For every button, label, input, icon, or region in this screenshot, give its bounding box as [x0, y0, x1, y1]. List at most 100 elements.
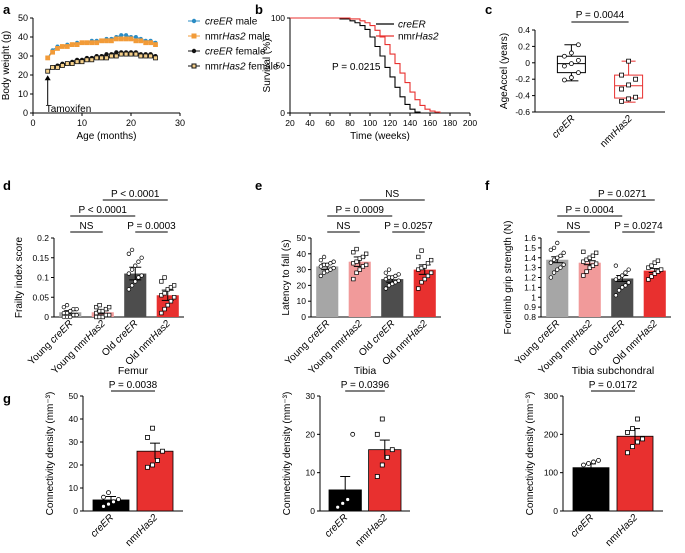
panel-title: Femur: [118, 365, 149, 377]
y-tick-label: -0.4: [515, 91, 530, 101]
data-point: [354, 259, 359, 264]
y-tick-label: 0.05: [32, 292, 49, 302]
data-point: [619, 98, 624, 104]
panel-title: Tibia subchondral: [572, 365, 655, 377]
y-tick-label: 1.1: [524, 282, 536, 292]
data-point: [94, 55, 100, 61]
data-point: [626, 267, 631, 272]
y-tick-label: 1.4: [524, 253, 536, 263]
data-point: [383, 270, 389, 275]
legend-marker: [191, 33, 197, 39]
data-point: [74, 42, 80, 47]
data-point: [551, 245, 557, 251]
data-point: [74, 59, 80, 65]
x-tick-label: 0: [30, 118, 35, 128]
data-point: [613, 293, 618, 298]
data-point: [630, 444, 635, 450]
data-point: [558, 253, 563, 258]
y-tick-label: 30: [18, 51, 28, 61]
data-point: [384, 454, 390, 460]
data-point: [335, 504, 341, 510]
y-tick-label: -0.2: [515, 74, 530, 84]
bar: [546, 259, 569, 317]
y-axis-label: Frailty index score: [14, 236, 25, 318]
data-point: [128, 51, 134, 57]
series-nmrHas2-female: [45, 51, 158, 74]
data-point: [113, 53, 119, 59]
data-point: [124, 33, 129, 38]
y-tick-label: 0.1: [37, 273, 49, 283]
p-value: P = 0.0038: [109, 380, 158, 391]
data-point: [416, 254, 421, 260]
data-point: [64, 303, 70, 308]
y-tick-label: 10: [69, 483, 79, 493]
y-tick-label: 100: [271, 13, 285, 23]
data-point: [389, 447, 395, 453]
data-point: [68, 314, 73, 320]
data-point: [114, 50, 119, 55]
comparison-label: P = 0.0009: [336, 205, 385, 216]
legend-label: nmrHas2 female: [205, 62, 279, 73]
y-tick-label: 30: [306, 391, 316, 401]
data-point: [60, 44, 65, 49]
bar: [348, 261, 371, 317]
y-tick-label: 1.6: [524, 233, 536, 243]
data-point: [562, 77, 567, 83]
data-point: [331, 265, 336, 271]
data-point: [172, 283, 177, 288]
x-tick-label: 140: [403, 118, 417, 128]
data-point: [613, 263, 618, 268]
bar-nmrHas2: [368, 416, 402, 512]
comparison-label: NS: [80, 221, 94, 232]
data-point: [123, 51, 129, 57]
data-point: [630, 426, 635, 431]
data-point: [104, 55, 109, 61]
data-point: [50, 65, 55, 70]
data-point: [162, 275, 167, 280]
y-tick-label: 1.3: [524, 263, 536, 273]
axes-a: 0 10 20 30 40 50 0 10 20 30 Body weight (g) Age (mo…: [1, 13, 279, 142]
bar: [91, 312, 114, 317]
data-point: [143, 53, 149, 59]
x-tick-label: 30: [175, 118, 185, 128]
bar-group-0: [59, 303, 82, 320]
data-point: [649, 274, 654, 279]
data-point: [422, 264, 427, 269]
y-tick-label: 50: [297, 233, 307, 243]
data-point: [138, 53, 144, 59]
x-tick-label: 180: [443, 118, 457, 128]
data-point: [150, 425, 155, 431]
x-tick-label: 80: [345, 118, 355, 128]
data-point: [555, 240, 560, 246]
data-point: [374, 474, 380, 479]
data-point: [635, 416, 640, 422]
p-value: P = 0.0172: [589, 380, 638, 391]
data-point: [106, 312, 112, 318]
data-point: [118, 36, 124, 42]
legend-marker: [191, 48, 197, 54]
y-tick-label: 0: [301, 312, 306, 322]
data-point: [586, 461, 591, 466]
bar-group-2: [124, 247, 147, 317]
data-point: [106, 304, 112, 310]
data-point: [104, 52, 109, 57]
bar: [611, 278, 634, 317]
data-point: [576, 42, 581, 48]
data-point: [357, 267, 362, 272]
data-point: [162, 306, 167, 312]
data-point: [623, 270, 628, 275]
data-point: [79, 40, 85, 46]
data-point: [555, 255, 560, 260]
data-point: [558, 265, 563, 270]
data-point: [55, 65, 60, 70]
data-point: [581, 462, 586, 468]
panel-letter-a: a: [3, 2, 11, 17]
y-tick-label: 40: [18, 32, 28, 42]
data-point: [596, 457, 601, 463]
data-point: [562, 53, 567, 59]
bar-group-0: [316, 254, 339, 317]
data-point: [379, 416, 385, 422]
panel-letter-g: g: [3, 391, 11, 406]
legend-label: nmrHas2 male: [205, 32, 270, 43]
